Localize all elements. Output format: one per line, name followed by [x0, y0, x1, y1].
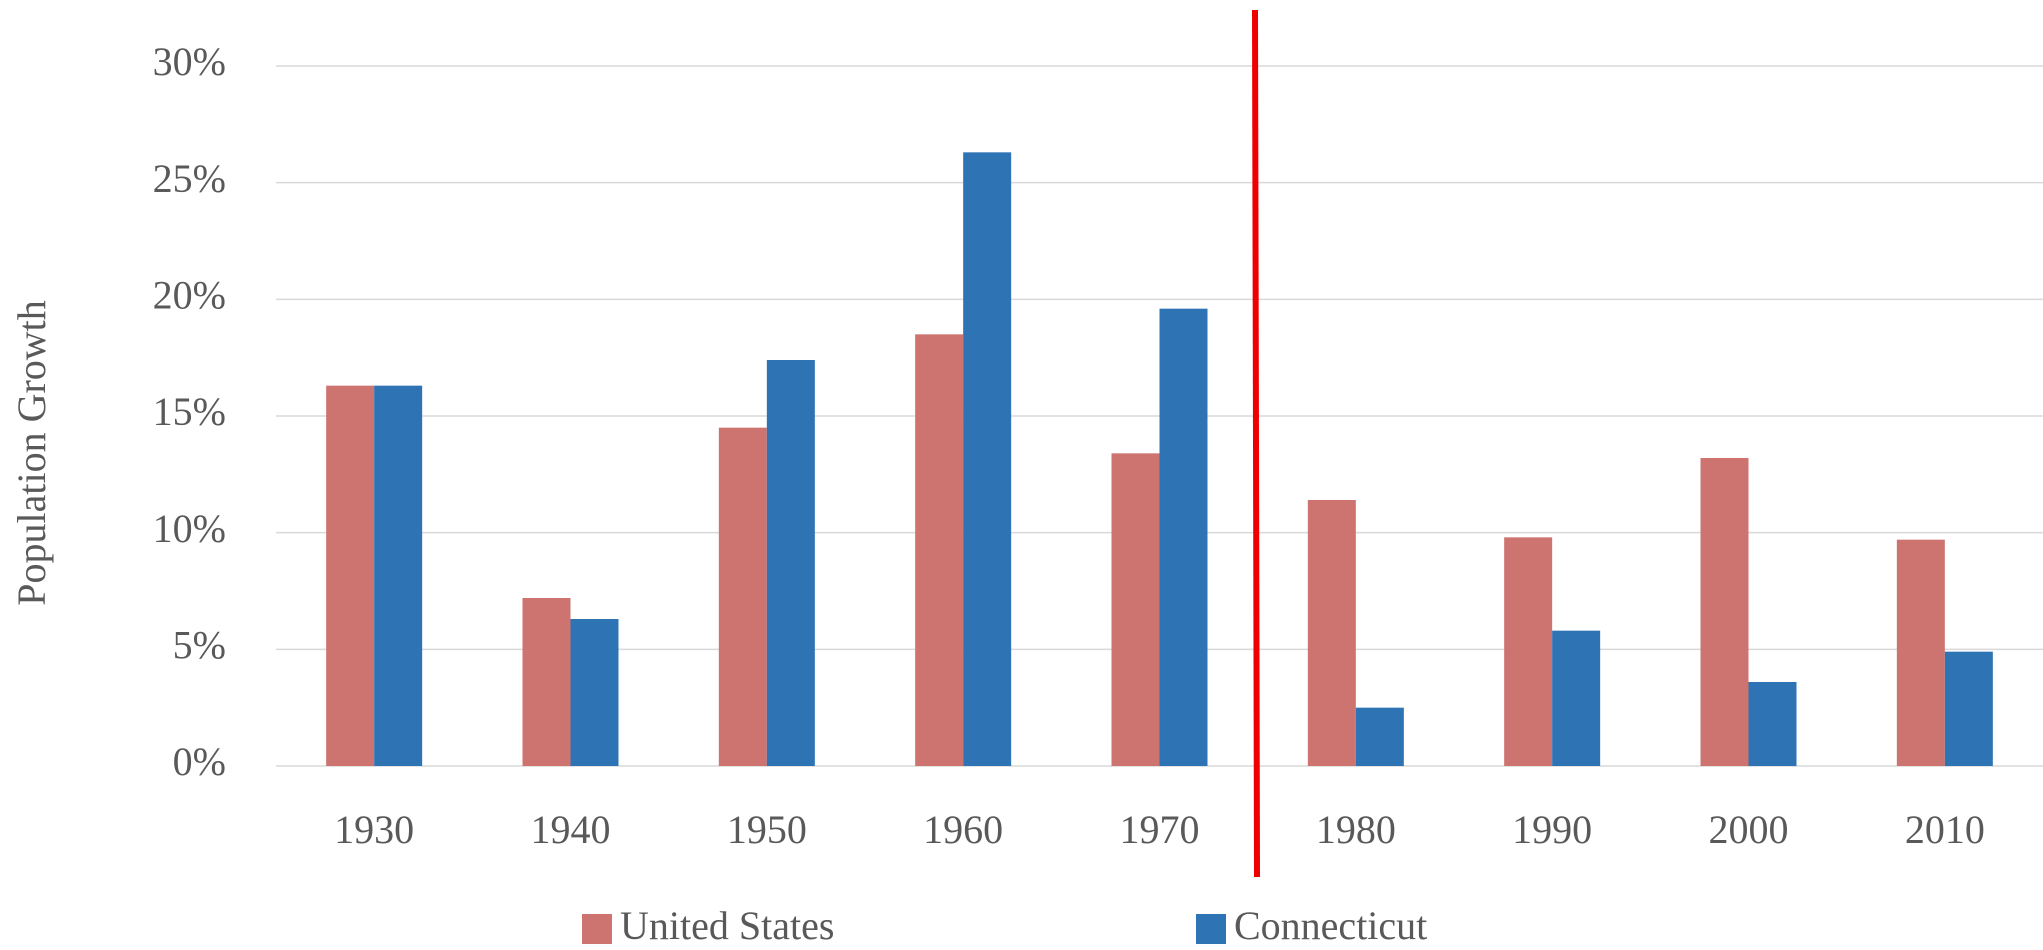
- bar: [1307, 500, 1356, 766]
- bar: [1944, 651, 1993, 766]
- y-tick-label: 0%: [173, 739, 226, 784]
- bar: [326, 385, 375, 766]
- y-tick-label: 15%: [153, 389, 226, 434]
- bar: [1748, 682, 1797, 766]
- x-tick-label: 1930: [334, 807, 414, 852]
- bar: [1504, 537, 1553, 766]
- x-tick-label: 1990: [1512, 807, 1592, 852]
- y-tick-label: 5%: [173, 623, 226, 668]
- legend-label: United States: [620, 903, 834, 948]
- y-tick-label: 10%: [153, 506, 226, 551]
- bar: [522, 598, 571, 766]
- bar: [1111, 453, 1160, 766]
- legend-swatch: [582, 914, 612, 944]
- x-tick-label: 1950: [727, 807, 807, 852]
- bar: [374, 385, 423, 766]
- y-tick-label: 25%: [153, 156, 226, 201]
- bar: [1700, 458, 1749, 766]
- x-tick-label: 1940: [531, 807, 611, 852]
- legend-label: Connecticut: [1234, 903, 1427, 948]
- legend-swatch: [1196, 914, 1226, 944]
- x-tick-label: 1980: [1316, 807, 1396, 852]
- x-tick-label: 1960: [923, 807, 1003, 852]
- divider-line: [1252, 9, 1260, 878]
- bar: [718, 427, 767, 766]
- y-axis-label: Population Growth: [9, 300, 54, 606]
- bar: [766, 360, 815, 766]
- bar: [1159, 308, 1208, 766]
- bar: [1552, 630, 1601, 766]
- y-tick-label: 20%: [153, 273, 226, 318]
- x-tick-label: 2010: [1905, 807, 1985, 852]
- bar: [963, 152, 1012, 767]
- bar: [1896, 539, 1945, 766]
- bar: [915, 334, 964, 766]
- bar: [1355, 707, 1404, 766]
- plot-area: 0% 5% 10% 15% 20% 25% 30% 1930 1940 1950 1960 1970 1…: [153, 39, 2043, 948]
- x-tick-label: 1970: [1120, 807, 1200, 852]
- bar: [570, 619, 619, 766]
- y-tick-label: 30%: [153, 39, 226, 84]
- x-tick-label: 2000: [1709, 807, 1789, 852]
